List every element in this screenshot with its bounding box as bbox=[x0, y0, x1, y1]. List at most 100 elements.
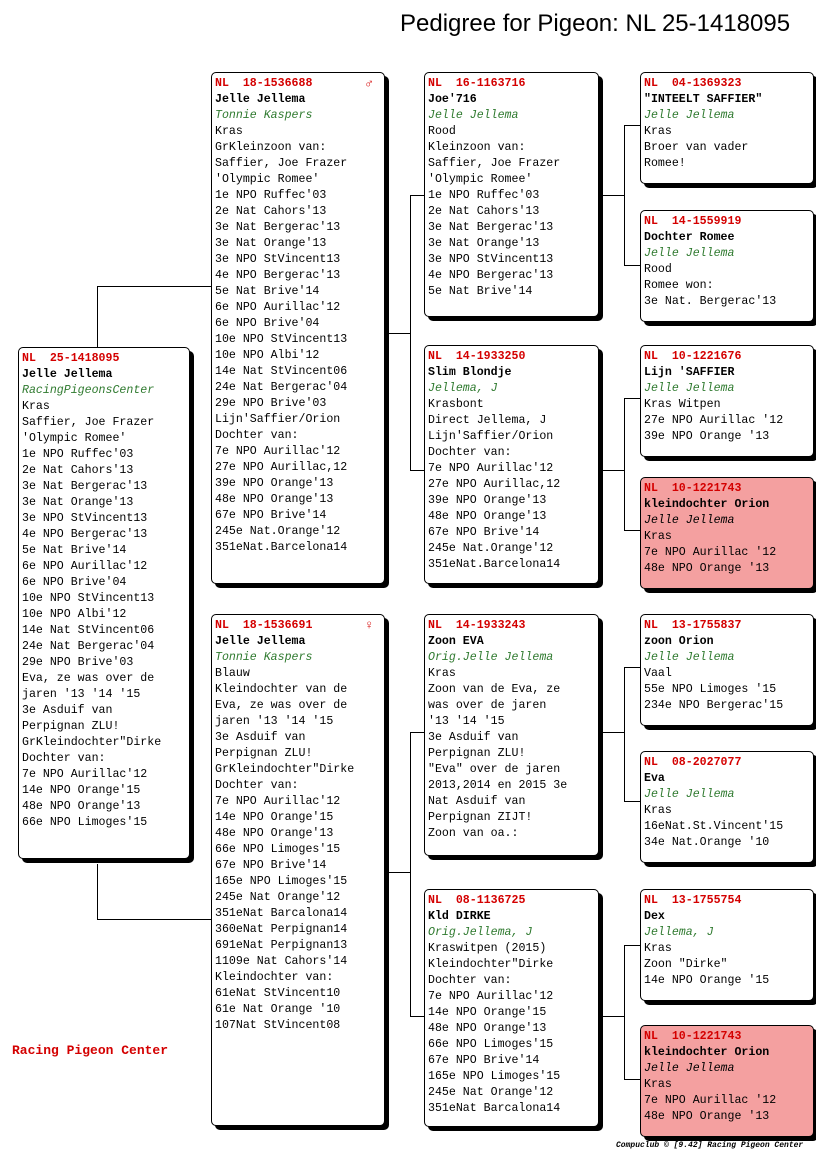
pedigree-line: 7e NPO Aurillac '12 bbox=[644, 1094, 777, 1107]
breeder-name: Jelle Jellema bbox=[644, 109, 735, 122]
female-icon: ♀ bbox=[365, 618, 373, 633]
breeder-name: Jelle Jellema bbox=[644, 382, 735, 395]
ring-number: NL 14-1933243 bbox=[428, 618, 595, 634]
pedigree-line: 360eNat Perpignan14 bbox=[215, 923, 348, 936]
connector-line bbox=[385, 333, 410, 334]
connector-line bbox=[97, 919, 211, 920]
pedigree-line: 107Nat StVincent08 bbox=[215, 1019, 341, 1032]
male-icon: ♂ bbox=[365, 76, 373, 91]
pedigree-line: 2e Nat Cahors'13 bbox=[428, 205, 540, 218]
ring-number-text: NL 18-1536691 bbox=[215, 619, 313, 632]
pedigree-line: 165e NPO Limoges'15 bbox=[215, 875, 348, 888]
pedigree-line: Kras bbox=[428, 667, 456, 680]
pedigree-line: 2e Nat Cahors'13 bbox=[215, 205, 327, 218]
subject-pigeon-card[interactable]: NL 25-1418095 Jelle Jellema RacingPigeonsC… bbox=[18, 347, 190, 859]
connector-line bbox=[410, 732, 424, 733]
pedigree-line: Zoon "Dirke" bbox=[644, 958, 728, 971]
pedigree-line: 14e NPO Orange'15 bbox=[428, 1006, 547, 1019]
ring-number-text: NL 16-1163716 bbox=[428, 77, 526, 90]
great-grandparent-card[interactable]: NL 10-1221676 Lijn 'SAFFIER Jelle Jellema K… bbox=[640, 345, 814, 457]
ring-number-text: NL 25-1418095 bbox=[22, 352, 120, 365]
ring-number-text: NL 18-1536688 bbox=[215, 77, 313, 90]
pedigree-line: 61eNat StVincent10 bbox=[215, 987, 341, 1000]
pedigree-line: 29e NPO Brive'03 bbox=[22, 656, 134, 669]
sire-card[interactable]: NL 18-1536688 ♂ Jelle Jellema Tonnie Kasper… bbox=[211, 72, 385, 584]
great-grandparent-card-highlighted[interactable]: NL 10-1221743 kleindochter Orion Jelle Jel… bbox=[640, 1025, 814, 1137]
footer-credit: Compuclub © [9.42] Racing Pigeon Center bbox=[616, 1141, 804, 1150]
pedigree-line: 2013,2014 en 2015 3e bbox=[428, 779, 568, 792]
pedigree-line: Eva, ze was over de bbox=[22, 672, 155, 685]
ring-number: NL 10-1221743 bbox=[644, 481, 810, 497]
pedigree-line: 55e NPO Limoges '15 bbox=[644, 683, 777, 696]
great-grandparent-card[interactable]: NL 04-1369323 "INTEELT SAFFIER" Jelle Jell… bbox=[640, 72, 814, 184]
sire-dam-card[interactable]: NL 14-1933250 Slim Blondje Jellema, J Krasb… bbox=[424, 345, 599, 584]
ring-number-text: NL 13-1755837 bbox=[644, 619, 742, 632]
ring-number-text: NL 10-1221743 bbox=[644, 1030, 742, 1043]
pedigree-line: 6e NPO Aurillac'12 bbox=[22, 560, 148, 573]
pedigree-line: Dochter van: bbox=[428, 974, 512, 987]
pedigree-line: 48e NPO Orange'13 bbox=[215, 827, 334, 840]
ring-number: NL 10-1221743 bbox=[644, 1029, 810, 1045]
pedigree-line: Kras bbox=[215, 125, 243, 138]
pedigree-line: 3e NPO StVincent13 bbox=[22, 512, 148, 525]
sire-sire-card[interactable]: NL 16-1163716 Joe'716 Jelle Jellema Rood Kle… bbox=[424, 72, 599, 317]
pedigree-line: Zoon van de Eva, ze bbox=[428, 683, 561, 696]
connector-line bbox=[624, 125, 625, 265]
pedigree-line: 2e Nat Cahors'13 bbox=[22, 464, 134, 477]
pedigree-line: 39e NPO Orange'13 bbox=[215, 477, 334, 490]
pedigree-line: Lijn'Saffier/Orion bbox=[215, 413, 341, 426]
pedigree-line: 'Olympic Romee' bbox=[215, 173, 320, 186]
connector-line bbox=[410, 732, 411, 1016]
pedigree-line: 10e NPO StVincent13 bbox=[22, 592, 155, 605]
great-grandparent-card-highlighted[interactable]: NL 10-1221743 kleindochter Orion Jelle Jel… bbox=[640, 477, 814, 589]
breeder-name: Orig.Jellema, J bbox=[428, 926, 533, 939]
pedigree-line: 7e NPO Aurillac'12 bbox=[428, 990, 554, 1003]
pedigree-line: GrKleindochter"Dirke bbox=[215, 763, 355, 776]
pedigree-line: Kleinzoon van: bbox=[428, 141, 526, 154]
pedigree-line: 1e NPO Ruffec'03 bbox=[215, 189, 327, 202]
pedigree-line: 14e NPO Orange '15 bbox=[644, 974, 770, 987]
pedigree-line: 691eNat Perpignan13 bbox=[215, 939, 348, 952]
pedigree-line: Kras bbox=[22, 400, 50, 413]
pedigree-line: "Eva" over de jaren bbox=[428, 763, 561, 776]
pedigree-line: was over de jaren bbox=[428, 699, 547, 712]
pedigree-line: 27e NPO Aurillac,12 bbox=[428, 478, 561, 491]
pedigree-line: 67e NPO Brive'14 bbox=[428, 1054, 540, 1067]
pedigree-line: 245e Nat.Orange'12 bbox=[428, 542, 554, 555]
ring-number-text: NL 04-1369323 bbox=[644, 77, 742, 90]
ring-number: NL 13-1755754 bbox=[644, 893, 810, 909]
breeder-name: Jelle Jellema bbox=[428, 109, 519, 122]
pedigree-line: 3e Asduif van bbox=[428, 731, 519, 744]
ring-number: NL 18-1536688 ♂ bbox=[215, 76, 381, 92]
pedigree-line: 3e Nat Orange'13 bbox=[215, 237, 327, 250]
pedigree-line: 351eNat.Barcelona14 bbox=[428, 558, 561, 571]
breeder-name: Orig.Jelle Jellema bbox=[428, 651, 554, 664]
pedigree-line: Romee won: bbox=[644, 279, 714, 292]
pedigree-line: 4e NPO Bergerac'13 bbox=[215, 269, 341, 282]
pedigree-line: 165e NPO Limoges'15 bbox=[428, 1070, 561, 1083]
page-title: Pedigree for Pigeon: NL 25-1418095 bbox=[400, 10, 791, 37]
connector-line bbox=[624, 667, 625, 801]
pedigree-line: 7e NPO Aurillac '12 bbox=[644, 546, 777, 559]
connector-line bbox=[599, 1016, 624, 1017]
dam-card[interactable]: NL 18-1536691 ♀ Jelle Jellema Tonnie Kasper… bbox=[211, 614, 385, 1126]
pedigree-line: Romee! bbox=[644, 157, 686, 170]
great-grandparent-card[interactable]: NL 13-1755754 Dex Jellema, J Kras Zoon "Dirk… bbox=[640, 889, 814, 1001]
pigeon-name: kleindochter Orion bbox=[644, 1046, 770, 1059]
connector-line bbox=[385, 872, 410, 873]
pedigree-line: 3e Nat Orange'13 bbox=[22, 496, 134, 509]
pedigree-line: 48e NPO Orange'13 bbox=[428, 1022, 547, 1035]
connector-line bbox=[97, 864, 98, 919]
pedigree-line: 6e NPO Brive'04 bbox=[215, 317, 320, 330]
great-grandparent-card[interactable]: NL 14-1559919 Dochter Romee Jelle Jellema R… bbox=[640, 210, 814, 322]
pedigree-line: Perpignan ZLU! bbox=[215, 747, 313, 760]
dam-dam-card[interactable]: NL 08-1136725 Kld DIRKE Orig.Jellema, J Kra… bbox=[424, 889, 599, 1127]
connector-line bbox=[624, 398, 625, 530]
pedigree-line: 6e NPO Aurillac'12 bbox=[215, 301, 341, 314]
dam-sire-card[interactable]: NL 14-1933243 Zoon EVA Orig.Jelle Jellema K… bbox=[424, 614, 599, 856]
pedigree-line: 3e Nat Orange'13 bbox=[428, 237, 540, 250]
great-grandparent-card[interactable]: NL 13-1755837 zoon Orion Jelle Jellema Vaal… bbox=[640, 614, 814, 726]
great-grandparent-card[interactable]: NL 08-2027077 Eva Jelle Jellema Kras 16eNat.… bbox=[640, 751, 814, 863]
pedigree-line: Saffier, Joe Frazer bbox=[428, 157, 561, 170]
pedigree-line: Zoon van oa.: bbox=[428, 827, 519, 840]
